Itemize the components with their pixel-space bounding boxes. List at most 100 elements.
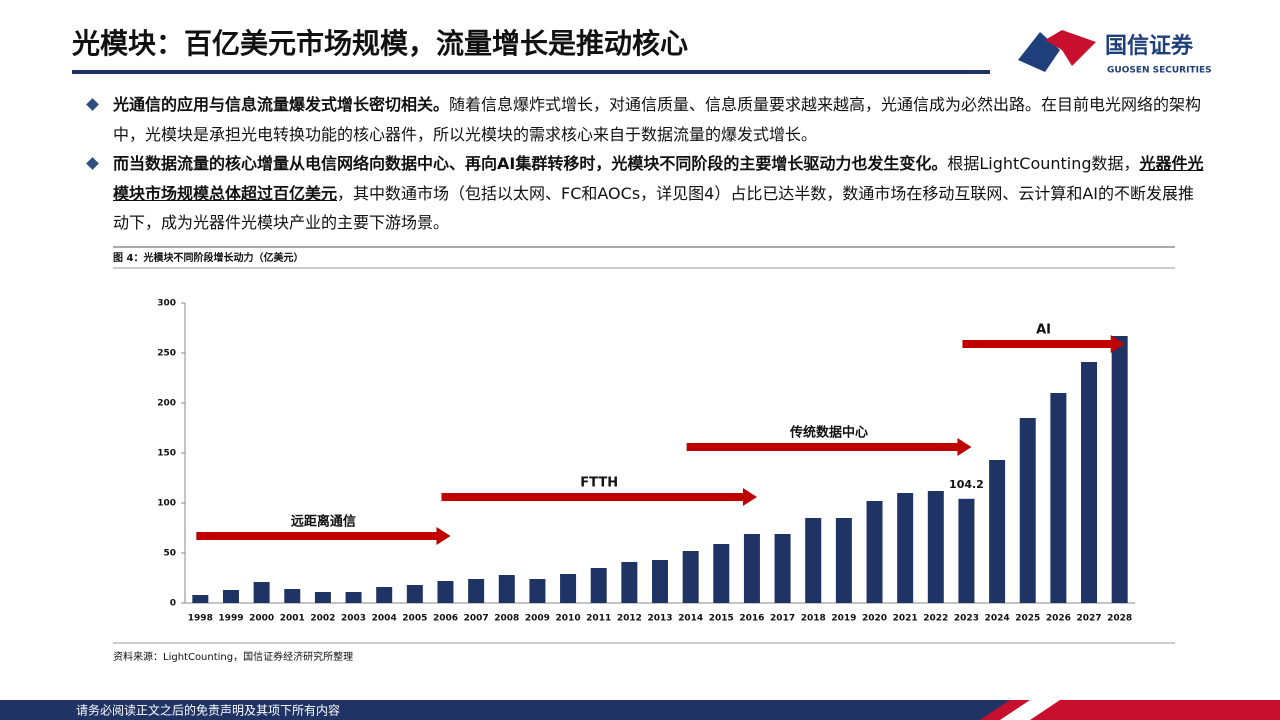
bar <box>253 582 270 603</box>
bar <box>498 575 515 603</box>
x-tick-label: 2013 <box>647 614 672 624</box>
slide-title: 光模块：百亿美元市场规模，流量增长是推动核心 <box>71 27 688 60</box>
bar <box>1111 336 1128 603</box>
x-tick-label: 2024 <box>985 614 1010 624</box>
bar <box>468 579 485 603</box>
arrow-head <box>436 527 451 545</box>
arrow-shaft <box>196 532 439 540</box>
footer-accent <box>980 700 1280 720</box>
bar <box>192 595 209 603</box>
y-tick-label: 50 <box>163 549 176 559</box>
x-tick-label: 2005 <box>402 614 427 624</box>
bar <box>927 491 944 603</box>
footer-text: 请务必阅读正文之后的免责声明及其项下所有内容 <box>76 703 340 718</box>
arrow-label: 传统数据中心 <box>789 425 868 441</box>
bar <box>560 574 577 603</box>
y-tick-label: 100 <box>157 499 176 509</box>
bar <box>1050 393 1067 603</box>
bar <box>621 562 638 603</box>
bar <box>1019 418 1036 603</box>
bullet-text: 光通信的应用与信息流量爆发式增长密切相关。 <box>113 95 450 114</box>
x-tick-label: 2020 <box>862 614 887 624</box>
bullet-text: 根据LightCounting数据， <box>947 154 1140 173</box>
x-tick-label: 2018 <box>801 614 826 624</box>
bar <box>805 518 822 603</box>
arrow-shaft <box>686 443 960 451</box>
x-tick-label: 2009 <box>525 614 550 624</box>
x-tick-label: 2014 <box>678 614 703 624</box>
bar <box>437 581 454 603</box>
bar <box>958 498 975 603</box>
arrow-head <box>742 488 757 506</box>
bullet-text: ，其中数通市场（包括以太网、FC和AOCs，详见图4）占比已达半数，数通市场在移… <box>113 183 1195 233</box>
figure-caption: 图 4：光模块不同阶段增长动力（亿美元） <box>113 251 303 264</box>
arrow-shaft <box>962 340 1113 348</box>
bar <box>1081 362 1098 603</box>
x-tick-label: 2001 <box>280 614 305 624</box>
data-label: 104.2 <box>949 478 984 491</box>
x-tick-label: 1998 <box>188 614 213 624</box>
bar <box>713 544 730 603</box>
title-rule <box>72 70 990 74</box>
bar <box>652 560 668 603</box>
bar <box>897 493 914 603</box>
bar <box>835 518 852 603</box>
bar <box>314 592 331 603</box>
logo-mark <box>1045 30 1096 66</box>
x-tick-label: 2007 <box>464 614 489 624</box>
bullet-text: 而当数据流量的核心增量从电信网络向数据中心、再向AI集群转移时，光模块不同阶段的… <box>113 154 948 173</box>
x-tick-label: 2021 <box>893 614 918 624</box>
y-tick-label: 200 <box>157 399 176 409</box>
arrow-head <box>1110 335 1125 353</box>
x-tick-label: 2016 <box>739 614 764 624</box>
x-tick-label: 2002 <box>310 614 335 624</box>
arrow-head <box>957 438 972 456</box>
x-tick-label: 2019 <box>831 614 856 624</box>
logo-text: 国信证券 <box>1105 33 1194 59</box>
x-tick-label: 2027 <box>1077 614 1102 624</box>
bar <box>774 534 791 603</box>
arrow-label: AI <box>1036 323 1051 338</box>
bullet-text: 随着信息爆炸式增长，对通信质量、信息质量要求越来越高，光通信成为必然出路。在目前… <box>113 95 1202 144</box>
bar <box>529 579 546 603</box>
bar <box>866 501 883 603</box>
x-tick-label: 2022 <box>923 614 948 624</box>
bar <box>989 460 1006 603</box>
x-tick-label: 2028 <box>1107 614 1132 624</box>
source-note: 资料来源：LightCounting，国信证券经济研究所整理 <box>113 650 353 663</box>
arrow-label: FTTH <box>580 476 618 491</box>
bar <box>345 592 362 603</box>
bullet-text: 光器件光模块市场规模总体超过百亿美元 <box>113 154 1204 203</box>
x-tick-label: 2008 <box>494 614 519 624</box>
logo-text: GUOSEN SECURITIES <box>1107 66 1212 76</box>
arrow-shaft <box>441 493 745 501</box>
x-tick-label: 2006 <box>433 614 458 624</box>
x-tick-label: 2015 <box>709 614 734 624</box>
bar <box>406 585 423 603</box>
x-tick-label: 1999 <box>218 614 243 624</box>
x-tick-label: 2011 <box>586 614 611 624</box>
y-tick-label: 150 <box>157 449 176 459</box>
bullet: 光通信的应用与信息流量爆发式增长密切相关。随着信息爆炸式增长，对通信质量、信息质… <box>86 90 1206 149</box>
bullet-list: 光通信的应用与信息流量爆发式增长密切相关。随着信息爆炸式增长，对通信质量、信息质… <box>86 90 1206 238</box>
x-tick-label: 2000 <box>249 614 274 624</box>
y-tick-label: 300 <box>157 299 176 309</box>
x-tick-label: 2025 <box>1015 614 1040 624</box>
x-tick-label: 2017 <box>770 614 795 624</box>
y-tick-label: 0 <box>170 599 176 609</box>
x-tick-label: 2023 <box>954 614 979 624</box>
footer-band <box>0 700 1280 720</box>
x-tick-label: 2012 <box>617 614 642 624</box>
bar <box>590 568 607 603</box>
bar <box>222 590 239 603</box>
x-tick-label: 2010 <box>556 614 581 624</box>
arrow-label: 远距离通信 <box>291 514 356 530</box>
bar <box>376 587 393 603</box>
bullet: 而当数据流量的核心增量从电信网络向数据中心、再向AI集群转移时，光模块不同阶段的… <box>86 149 1206 238</box>
bar <box>682 551 699 603</box>
x-tick-label: 2004 <box>372 614 397 624</box>
y-tick-label: 250 <box>157 349 176 359</box>
x-tick-label: 2003 <box>341 614 366 624</box>
